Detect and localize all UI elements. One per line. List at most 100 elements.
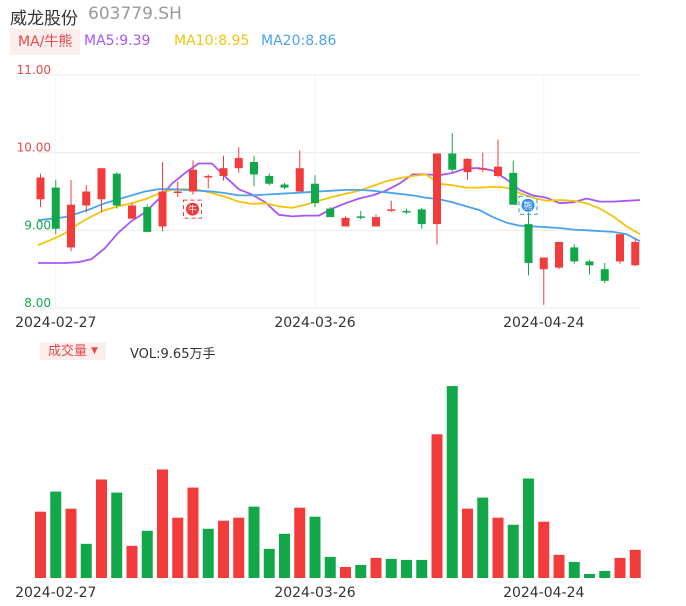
volume-bar [355, 564, 367, 578]
volume-bar [126, 545, 138, 578]
x-tick-label: 2024-03-26 [274, 585, 355, 601]
candle [356, 210, 365, 220]
volume-bar [446, 386, 458, 578]
volume-bars [35, 386, 641, 578]
y-tick-label: 9.00 [24, 218, 51, 232]
volume-bar [279, 533, 290, 578]
signals: 牛熊 [183, 195, 538, 219]
volume-bar [340, 566, 351, 578]
candle [539, 257, 548, 305]
volume-bar [65, 508, 77, 578]
price-grid [38, 74, 640, 309]
volume-bar [202, 528, 214, 578]
volume-bar [584, 573, 595, 578]
volume-bar [385, 558, 397, 578]
volume-bar [157, 469, 168, 578]
candle [387, 200, 396, 212]
volume-bar [416, 559, 428, 578]
candle [585, 259, 594, 275]
candle [97, 168, 106, 212]
candle [265, 173, 274, 186]
volume-bar [111, 492, 123, 578]
candle [448, 133, 457, 173]
candle [112, 172, 121, 209]
x-tick-label: 2024-03-26 [274, 315, 355, 331]
volume-bar [50, 491, 62, 578]
x-tick-label: 2024-02-27 [15, 315, 96, 331]
ma20-legend: MA20:8.86 [261, 33, 337, 49]
candle [82, 185, 91, 213]
ma-line-ma5 [38, 162, 641, 264]
volume-bar [553, 554, 565, 578]
candle [311, 175, 319, 208]
candle [555, 241, 563, 270]
candle [326, 207, 335, 218]
volume-bar [599, 570, 611, 578]
volume-bar [248, 506, 260, 578]
volume-time-axis: 2024-02-27 2024-03-26 2024-04-24 [15, 585, 584, 601]
volume-bar [172, 517, 184, 578]
candle [128, 203, 136, 219]
y-tick-label: 8.00 [24, 296, 51, 310]
stock-code: 603779.SH [88, 4, 182, 24]
candle [158, 161, 167, 232]
x-tick-label: 2024-04-24 [503, 315, 584, 331]
candle [341, 216, 350, 227]
volume-bar [523, 478, 534, 578]
candle [433, 153, 441, 245]
svg-text:熊: 熊 [523, 200, 532, 212]
volume-bar [614, 557, 626, 578]
volume-legend: VOL:9.65万手 [130, 347, 216, 362]
volume-bar [477, 497, 489, 578]
volume-bar [141, 530, 153, 578]
candle [173, 181, 182, 197]
candle [463, 158, 472, 180]
candle [250, 155, 258, 187]
sell-signal-icon: 熊 [518, 195, 538, 215]
stock-name: 威龙股份 [10, 9, 78, 29]
candle [51, 179, 60, 235]
y-tick-label: 11.00 [17, 63, 51, 77]
dropdown-arrow-icon: ▼ [91, 346, 98, 356]
volume-bar [492, 517, 504, 578]
candle [417, 207, 426, 229]
volume-bar [462, 508, 473, 578]
volume-bar [431, 434, 443, 578]
volume-bar [507, 524, 519, 578]
volume-bar [568, 561, 580, 578]
candle [36, 173, 45, 208]
svg-text:牛: 牛 [188, 204, 197, 216]
volume-bar [218, 520, 229, 578]
candle [143, 204, 152, 232]
candle [402, 208, 411, 215]
candle [372, 214, 380, 227]
volume-bar [233, 517, 245, 578]
price-axis: 11.00 10.00 9.00 8.00 [17, 63, 51, 310]
candle [219, 155, 228, 181]
time-axis: 2024-02-27 2024-03-26 2024-04-24 [15, 315, 584, 331]
candle [494, 139, 502, 178]
volume-bar [538, 521, 550, 578]
ma-indicator-selector[interactable]: MA/牛熊 [10, 29, 81, 55]
volume-indicator-selector[interactable]: 成交量 ▼ [40, 342, 106, 360]
candle [509, 160, 518, 205]
candles [36, 133, 640, 305]
candle [524, 212, 533, 276]
candle [280, 182, 289, 190]
ma-line-ma20 [37, 188, 641, 242]
x-tick-label: 2024-02-27 [15, 585, 96, 601]
volume-bar [370, 557, 382, 578]
candle [295, 150, 304, 192]
candle [234, 147, 243, 173]
candle [600, 262, 609, 284]
candle [631, 238, 640, 267]
volume-bar [96, 479, 107, 578]
volume-bar [401, 559, 412, 578]
ma5-legend: MA5:9.39 [84, 33, 151, 49]
candle [67, 179, 75, 252]
volume-bar [263, 548, 275, 578]
buy-signal-icon: 牛 [183, 199, 202, 219]
volume-bar [80, 543, 92, 578]
candle [616, 234, 624, 264]
